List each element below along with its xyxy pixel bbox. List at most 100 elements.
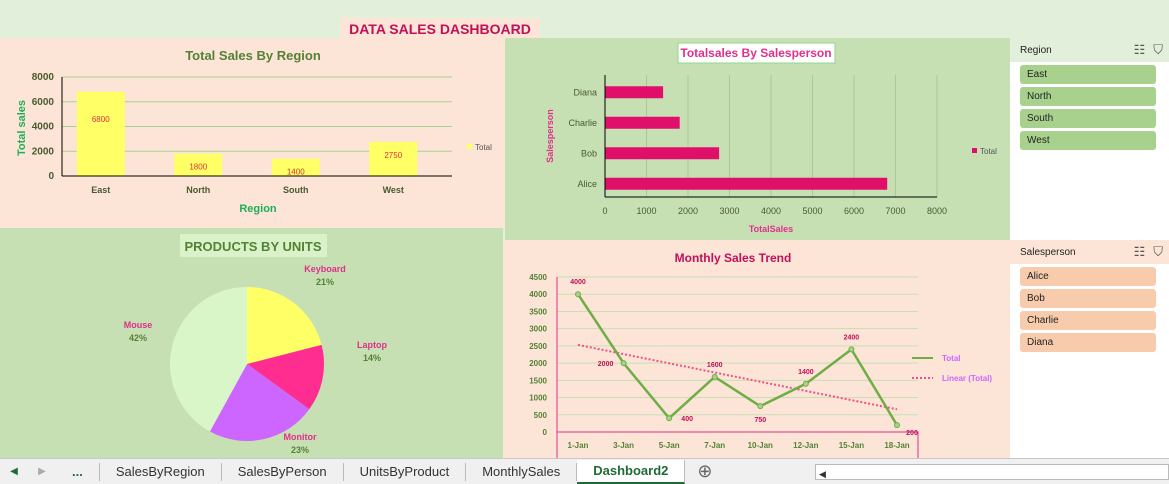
y-tick-label: 8000 xyxy=(32,72,55,83)
title-box xyxy=(677,42,836,64)
y-tick-label: 4000 xyxy=(32,122,55,133)
slicer-item-bob[interactable]: Bob xyxy=(1020,289,1156,308)
scroll-tabs-right-icon[interactable]: ▶ xyxy=(38,466,46,477)
legend-swatch xyxy=(972,148,977,153)
data-point xyxy=(575,291,581,298)
slicer-item-charlie[interactable]: Charlie xyxy=(1020,311,1156,330)
bar-bob xyxy=(605,147,720,160)
data-label: 2000 xyxy=(598,361,614,368)
x-tick-label: 3-Jan xyxy=(613,441,634,450)
x-tick-label: 12-Jan xyxy=(793,441,818,450)
slicer-region: Region ☷ ⛉ East North South West xyxy=(1010,38,1169,240)
bar-east xyxy=(76,91,125,176)
pie-slice-mouse xyxy=(169,287,247,432)
data-label: 1400 xyxy=(798,369,814,376)
bar-diana xyxy=(605,86,664,99)
data-label: 750 xyxy=(754,417,766,424)
x-tick-label: East xyxy=(91,185,110,195)
x-tick-label: 10-Jan xyxy=(748,441,773,450)
scroll-left-icon[interactable]: ◀ xyxy=(819,469,826,479)
data-point xyxy=(620,360,627,367)
slicer-title: Region xyxy=(1020,44,1052,56)
data-label: 2750 xyxy=(384,151,402,160)
slicer-item-north[interactable]: North xyxy=(1020,87,1156,106)
x-tick-label: 7000 xyxy=(885,206,905,216)
y-tick-label: 1000 xyxy=(529,394,547,403)
slice-percent: 21% xyxy=(316,277,334,287)
x-tick-label: 1-Jan xyxy=(568,441,589,450)
tab-sales-by-person[interactable]: SalesByPerson xyxy=(222,462,344,481)
chart-monthly-sales-trend[interactable]: Monthly Sales Trend 0 500 1000 1500 2000 2500 3… xyxy=(503,240,1010,458)
y-tick-label: 4500 xyxy=(529,273,547,282)
chart-title: PRODUCTS BY UNITS xyxy=(185,239,322,254)
x-tick-label: 2000 xyxy=(678,206,698,216)
x-tick-label: 18-Jan xyxy=(884,441,909,450)
clear-filter-icon[interactable]: ⛉ xyxy=(1153,42,1163,57)
slicer-item-east[interactable]: East xyxy=(1020,65,1156,84)
x-tick-label: 0 xyxy=(602,206,607,216)
dashboard-title: DATA SALES DASHBOARD xyxy=(340,18,540,40)
y-tick-label: 2000 xyxy=(529,359,547,368)
legend-label: Total xyxy=(475,143,492,152)
chart-products-by-units[interactable]: PRODUCTS BY UNITS Keyboard 21% Laptop 14% Mon… xyxy=(0,228,503,458)
bar-alice xyxy=(605,177,888,190)
slicer-item-west[interactable]: West xyxy=(1020,131,1156,150)
y-tick-label: 1500 xyxy=(529,376,547,385)
x-tick-label: 7-Jan xyxy=(704,441,725,450)
tab-monthly-sales[interactable]: MonthlySales xyxy=(466,462,578,481)
data-label: 1600 xyxy=(707,362,723,369)
chart-sales-by-salesperson[interactable]: Totalsales By Salesperson 0 1000 2000 3000 40… xyxy=(505,38,1010,240)
more-tabs-button[interactable]: ... xyxy=(56,462,100,481)
x-axis-box xyxy=(556,431,919,458)
data-point xyxy=(711,373,718,380)
title-box xyxy=(180,234,327,257)
sheet-tab-bar: ◀ ▶ ... SalesByRegion SalesByPerson Unit… xyxy=(0,458,1169,484)
chart-title: Total Sales By Region xyxy=(185,48,321,63)
data-label: 1800 xyxy=(189,163,207,172)
x-tick-label: South xyxy=(283,185,309,195)
slicer-item-diana[interactable]: Diana xyxy=(1020,333,1156,352)
slicer-item-south[interactable]: South xyxy=(1020,109,1156,128)
y-tick-label: 500 xyxy=(534,411,548,420)
slice-label: Mouse xyxy=(124,320,153,330)
y-axis-title: Salesperson xyxy=(545,109,555,163)
data-point xyxy=(848,346,855,353)
tab-dashboard2[interactable]: Dashboard2 xyxy=(577,459,686,484)
legend-label: Linear (Total) xyxy=(942,374,992,383)
tab-units-by-product[interactable]: UnitsByProduct xyxy=(344,462,467,481)
x-tick-label: 15-Jan xyxy=(839,441,864,450)
data-point xyxy=(666,415,673,422)
x-axis-title: Region xyxy=(239,203,277,215)
y-tick-label: 2500 xyxy=(529,342,547,351)
data-label: 6800 xyxy=(92,115,110,124)
chart-sales-by-region[interactable]: Total Sales By Region 0 2000 4000 6000 8000 68… xyxy=(0,38,505,228)
slicer-item-alice[interactable]: Alice xyxy=(1020,267,1156,286)
y-tick-label: Charlie xyxy=(568,118,597,128)
bar-south xyxy=(271,158,320,176)
legend-swatch xyxy=(467,144,472,149)
slice-percent: 23% xyxy=(291,445,309,455)
x-tick-label: 1000 xyxy=(636,206,656,216)
clear-filter-icon[interactable]: ⛉ xyxy=(1153,244,1163,259)
add-sheet-icon[interactable]: ⊕ xyxy=(697,461,713,481)
pie-slice-laptop xyxy=(247,344,324,410)
bar-charlie xyxy=(605,116,680,129)
scroll-tabs-left-icon[interactable]: ◀ xyxy=(10,466,18,477)
data-label: 200 xyxy=(906,430,918,437)
horizontal-scrollbar[interactable]: ◀ xyxy=(815,464,1169,480)
x-tick-label: West xyxy=(383,185,404,195)
data-label: 4000 xyxy=(570,279,586,286)
y-tick-label: Diana xyxy=(573,87,597,97)
x-tick-label: 3000 xyxy=(719,206,739,216)
multi-select-icon[interactable]: ☷ xyxy=(1133,42,1146,57)
x-tick-label: 5-Jan xyxy=(659,441,680,450)
legend-label: Total xyxy=(980,147,997,156)
x-tick-label: 5000 xyxy=(802,206,822,216)
y-tick-label: 2000 xyxy=(32,146,55,157)
multi-select-icon[interactable]: ☷ xyxy=(1133,244,1146,259)
tab-sales-by-region[interactable]: SalesByRegion xyxy=(100,462,222,481)
y-tick-label: Alice xyxy=(577,179,597,189)
y-tick-label: 6000 xyxy=(32,97,55,108)
slice-percent: 42% xyxy=(129,333,147,343)
x-tick-label: 6000 xyxy=(844,206,864,216)
